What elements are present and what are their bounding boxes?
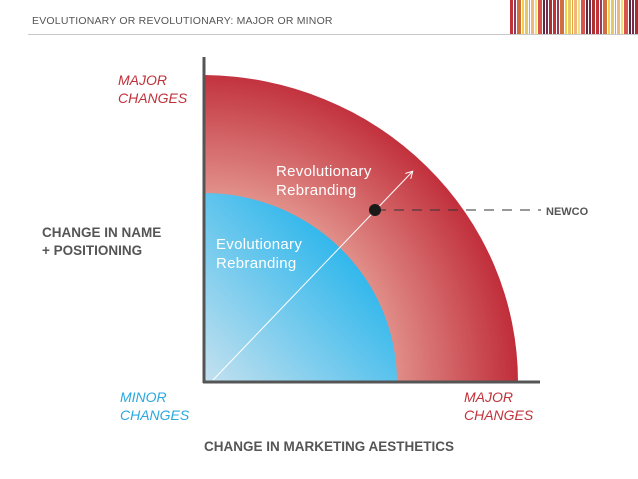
evolutionary-zone-label: Evolutionary Rebranding [216,235,302,273]
y-axis-max-line1: MAJOR [118,72,167,88]
y-axis-max-label: MAJOR CHANGES [118,71,187,107]
stripe [517,0,521,34]
y-axis-title: CHANGE IN NAME + POSITIONING [42,224,161,260]
y-axis-title-line1: CHANGE IN NAME [42,225,162,240]
stripe [531,0,534,34]
stripe [611,0,614,34]
newco-marker [369,204,381,216]
stripe [529,0,530,34]
stripe [543,0,545,34]
stripe [581,0,585,34]
stripe [592,0,595,34]
stripe [624,0,628,34]
stripe [549,0,552,34]
stripe [565,0,567,34]
stripe [596,0,599,34]
revolutionary-label-line2: Rebranding [276,182,357,199]
stripe [600,0,602,34]
evolutionary-label-line1: Evolutionary [216,236,303,253]
revolutionary-zone-label: Revolutionary Rebranding [276,162,372,200]
stripe [510,0,513,34]
x-axis-min-line2: CHANGES [120,407,190,423]
revolutionary-label-line1: Revolutionary [276,163,372,180]
x-axis-max-line2: CHANGES [464,407,534,423]
newco-label: NEWCO [546,206,589,218]
stripe [514,0,516,34]
stripe [603,0,607,34]
x-axis-max-label: MAJOR CHANGES [464,388,533,424]
stripe [538,0,542,34]
stripe [632,0,634,34]
x-axis-max-line1: MAJOR [464,389,513,405]
stripe [553,0,556,34]
x-axis-min-line1: MINOR [120,389,167,405]
stripe [525,0,528,34]
y-axis-max-line2: CHANGES [118,90,188,106]
evolutionary-zone [204,193,397,382]
stripe [629,0,631,34]
stripe [568,0,571,34]
decorative-stripes [510,0,638,34]
evolutionary-label-line2: Rebranding [216,255,297,272]
stripe [572,0,573,34]
stripe [617,0,620,34]
stripe [560,0,564,34]
stripe [615,0,616,34]
x-axis-title: CHANGE IN MARKETING AESTHETICS [204,439,455,454]
y-axis-title-line2: + POSITIONING [42,243,143,258]
stripe [578,0,580,34]
stripe [546,0,548,34]
stripe [608,0,610,34]
stripe [621,0,623,34]
stripe [522,0,524,34]
x-axis-min-label: MINOR CHANGES [120,388,189,424]
stripe [535,0,537,34]
header-divider [28,34,638,35]
page-title: EVOLUTIONARY OR REVOLUTIONARY: MAJOR OR … [32,15,333,27]
stripe [574,0,577,34]
stripe [589,0,591,34]
stripe [586,0,588,34]
stripe [557,0,559,34]
stripe [635,0,638,34]
